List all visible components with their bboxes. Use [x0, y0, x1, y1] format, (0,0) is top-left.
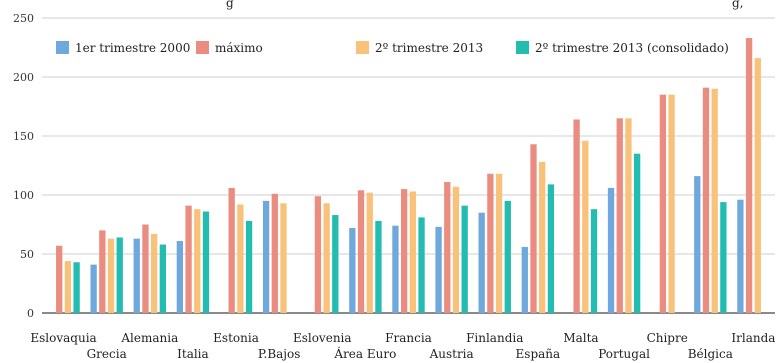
legend-swatch-2: [196, 41, 209, 54]
y-tick-label-100: 100: [13, 189, 34, 202]
bar-9-series-2: [401, 189, 408, 313]
bar-16-series-1: [694, 176, 701, 313]
x-tick-label-10: Austria: [429, 347, 474, 361]
x-tick-label-11: Finlandia: [466, 331, 523, 345]
bar-12-series-3: [539, 161, 546, 313]
x-tick-label-9: Francia: [385, 331, 432, 345]
bar-14-series-4: [633, 153, 641, 313]
bar-7-series-3: [323, 203, 330, 313]
bar-8-series-3: [366, 192, 373, 313]
bar-10-series-4: [461, 205, 468, 313]
bar-10-series-3: [452, 186, 460, 313]
bar-9-series-4: [418, 217, 425, 313]
bar-4-series-4: [202, 211, 210, 313]
bar-4-series-2: [185, 205, 192, 313]
bar-13-series-4: [590, 209, 598, 313]
y-tick-label-200: 200: [13, 71, 34, 84]
legend-swatch-1: [56, 41, 69, 54]
bar-17-series-1: [737, 199, 744, 313]
bar-16-series-2: [702, 87, 710, 314]
y-tick-label-0: 0: [27, 307, 34, 320]
bar-4-series-3: [194, 209, 201, 313]
x-tick-label-7: Eslovenia: [293, 331, 352, 345]
bar-13-series-3: [582, 140, 589, 313]
bar-3-series-2: [142, 224, 149, 313]
bar-1-series-2: [56, 245, 63, 313]
x-tick-label-16: Bélgica: [688, 347, 733, 361]
bar-8-series-1: [349, 228, 356, 313]
bar-6-series-3: [280, 203, 287, 313]
bar-17-series-2: [745, 38, 753, 314]
bar-11-series-4: [504, 200, 511, 313]
bar-3-series-4: [159, 244, 166, 313]
x-tick-label-17: Irlanda: [731, 331, 775, 345]
x-tick-label-2: Grecia: [87, 347, 127, 361]
legend-label-4: 2º trimestre 2013 (consolidado): [535, 41, 729, 55]
bar-11-series-2: [487, 173, 494, 313]
x-tick-label-15: Chipre: [647, 331, 688, 345]
x-tick-label-8: Área Euro: [333, 346, 396, 361]
bar-7-series-4: [332, 215, 339, 313]
bar-16-series-4: [720, 202, 727, 313]
legend-label-1: 1er trimestre 2000: [75, 41, 190, 55]
y-tick-label-150: 150: [13, 130, 34, 143]
x-tick-label-1: Eslovaquia: [30, 331, 96, 345]
bar-12-series-1: [521, 246, 528, 313]
bar-2-series-3: [107, 238, 115, 313]
bar-13-series-2: [573, 119, 580, 313]
legend: 1er trimestre 2000 máximo 2º trimestre 201…: [56, 41, 729, 55]
bar-11-series-3: [495, 173, 503, 313]
bar-14-series-2: [616, 118, 623, 313]
bar-2-series-2: [99, 230, 106, 313]
bar-6-series-2: [271, 193, 278, 313]
bar-4-series-1: [176, 241, 184, 313]
bars: [56, 38, 761, 314]
chart-title-fragment-right: g,: [732, 0, 744, 10]
x-tick-label-4: Italia: [177, 347, 209, 361]
x-tick-label-3: Alemania: [120, 331, 178, 345]
bar-9-series-1: [392, 225, 399, 313]
bar-11-series-1: [478, 212, 485, 313]
bar-14-series-3: [625, 118, 632, 313]
bar-6-series-1: [262, 200, 270, 313]
bar-15-series-3: [668, 94, 675, 313]
bar-16-series-3: [711, 88, 718, 313]
x-tick-label-12: España: [516, 347, 561, 361]
bar-3-series-1: [133, 238, 140, 313]
bar-2-series-4: [116, 237, 123, 313]
bar-15-series-2: [659, 94, 667, 313]
x-tick-label-14: Portugal: [598, 347, 650, 361]
x-axis: Eslovaquia Grecia Alemania Italia Estonia P.B…: [30, 331, 775, 361]
y-tick-label-50: 50: [20, 248, 34, 261]
bar-9-series-3: [409, 191, 416, 313]
x-tick-label-6: P.Bajos: [258, 347, 301, 361]
bar-1-series-4: [73, 262, 80, 313]
chart-title-fragment-left: g: [226, 0, 234, 10]
bar-10-series-1: [435, 226, 442, 313]
bar-14-series-1: [607, 187, 615, 313]
bar-7-series-2: [314, 196, 322, 313]
bar-8-series-4: [375, 220, 382, 313]
legend-swatch-3: [356, 41, 369, 54]
bar-8-series-2: [357, 190, 365, 313]
bar-5-series-4: [245, 220, 253, 313]
x-tick-label-5: Estonia: [213, 331, 259, 345]
y-tick-label-250: 250: [13, 12, 34, 25]
bar-2-series-1: [90, 264, 97, 313]
bar-10-series-2: [444, 182, 451, 313]
legend-swatch-4: [516, 41, 529, 54]
x-tick-label-13: Malta: [563, 331, 598, 345]
bar-17-series-3: [754, 58, 761, 314]
bar-1-series-3: [64, 261, 72, 313]
bar-12-series-2: [530, 144, 537, 313]
bar-12-series-4: [547, 184, 555, 313]
legend-label-3: 2º trimestre 2013: [375, 41, 483, 55]
bar-5-series-3: [237, 204, 244, 313]
bar-5-series-2: [228, 187, 235, 313]
bar-3-series-3: [150, 233, 158, 313]
legend-label-2: máximo: [215, 41, 263, 55]
gridlines: [42, 17, 775, 255]
